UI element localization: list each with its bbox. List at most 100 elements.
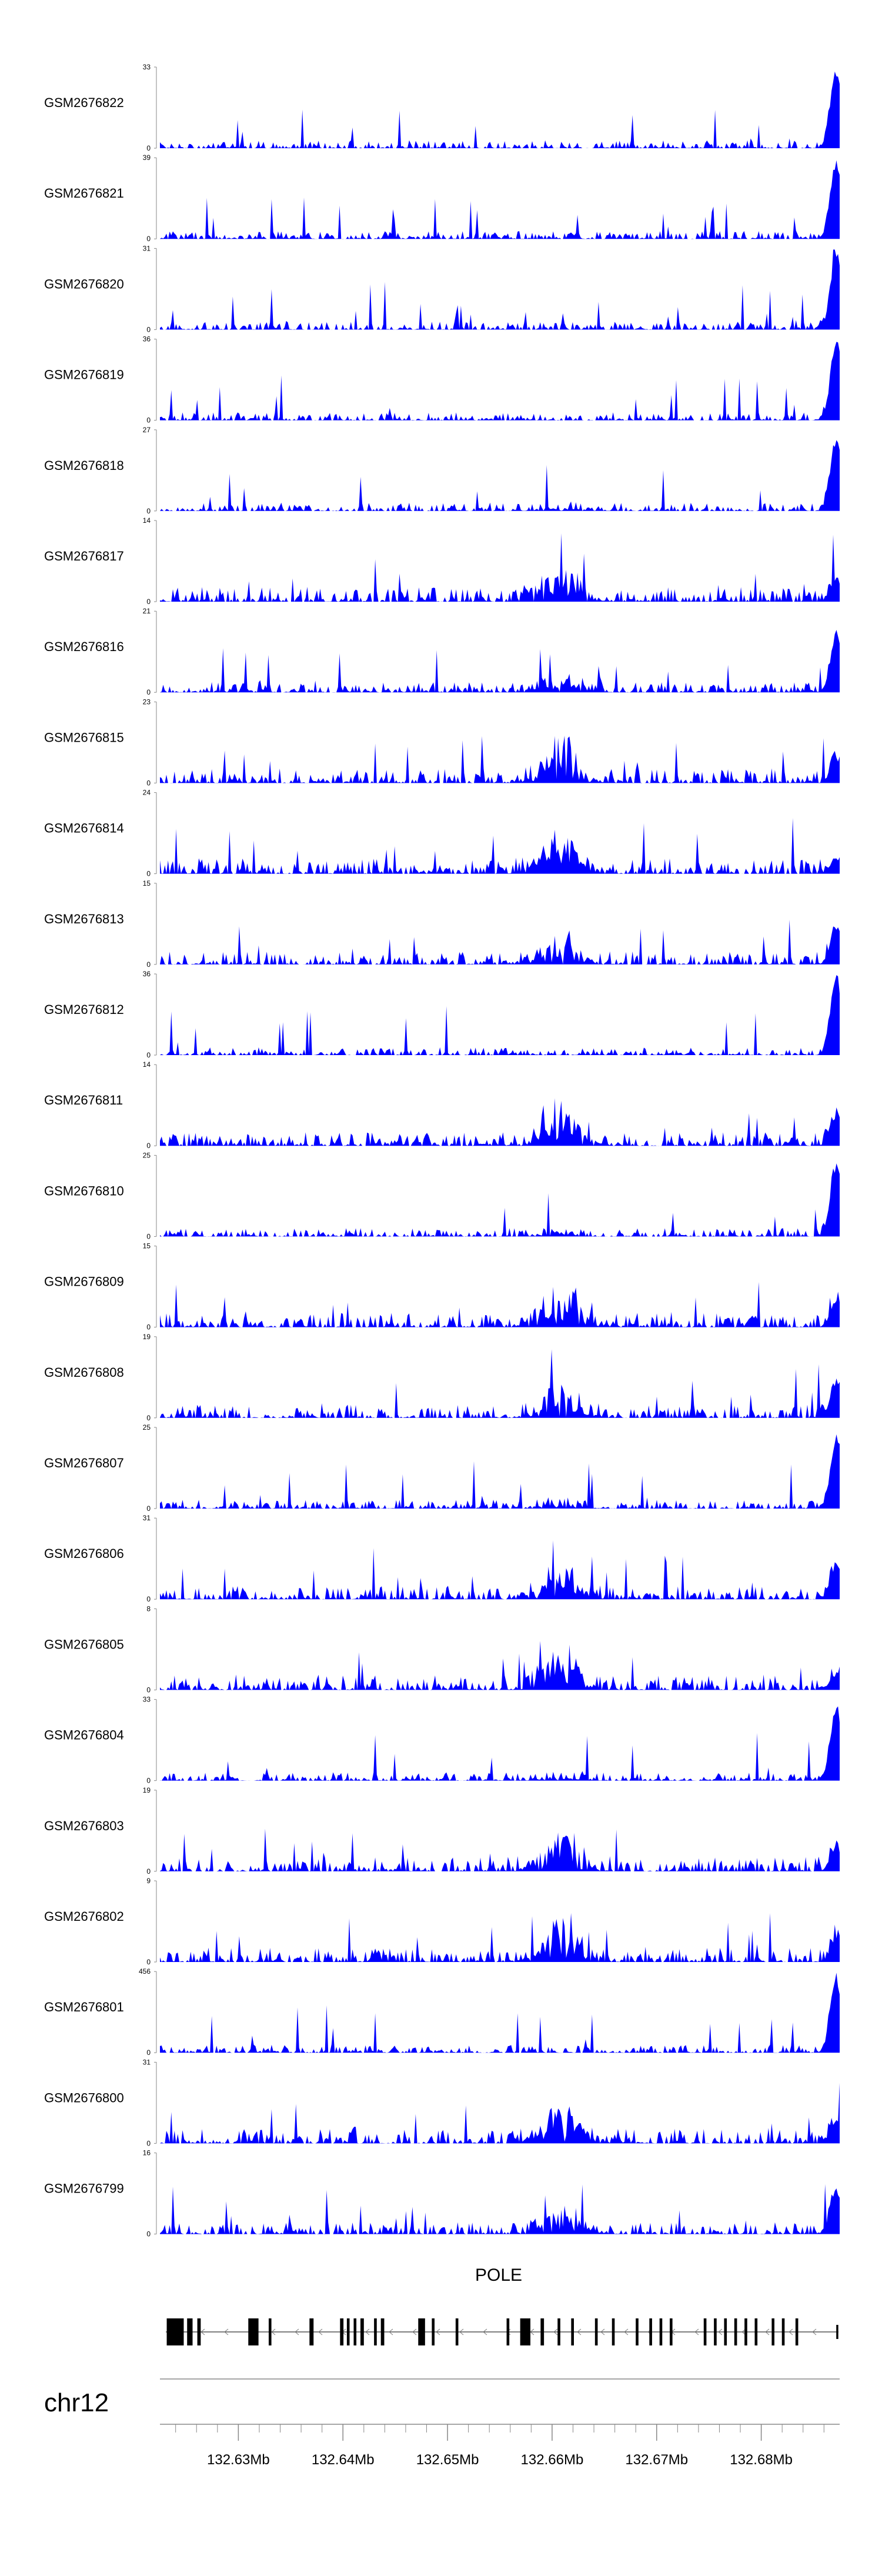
signal-area [160,817,840,874]
signal-area [160,1163,840,1237]
signal-area [160,919,840,965]
signal-area [160,1828,840,1871]
exon [636,2318,639,2345]
track-min-label: 0 [146,325,151,333]
track-GSM2676820: GSM2676820 31 0 [44,244,840,333]
track-min-label: 0 [146,1686,151,1694]
exon [724,2318,727,2345]
genome-axis: chr12 132.63Mb 132.64Mb 132.65Mb 132.66Mb 132… [44,2378,840,2468]
exon [754,2318,758,2345]
track-max-label: 21 [143,607,151,615]
track-label: GSM2676807 [44,1456,124,1470]
signal-area [160,249,840,330]
track-max-label: 15 [143,1242,151,1250]
track-min-label: 0 [146,688,151,696]
signal-area [160,975,840,1055]
axis-tick-label: 132.63Mb [207,2452,270,2468]
track-max-label: 16 [143,2149,151,2157]
track-max-label: 9 [146,1877,151,1885]
track-GSM2676818: GSM2676818 27 0 [44,426,840,515]
track-label: GSM2676809 [44,1274,124,1289]
track-GSM2676813: GSM2676813 15 0 [44,879,840,969]
track-max-label: 36 [143,335,151,343]
strand-arrow [812,2328,817,2335]
track-min-label: 0 [146,1232,151,1240]
track-min-label: 0 [146,779,151,787]
track-max-label: 36 [143,970,151,978]
signal-area [160,440,840,511]
track-label: GSM2676799 [44,2181,124,2196]
strand-arrow [224,2328,229,2335]
track-min-label: 0 [146,507,151,515]
exon [795,2318,799,2345]
track-min-label: 0 [146,1867,151,1876]
exon [540,2318,544,2345]
track-max-label: 31 [143,1514,151,1522]
track-min-label: 0 [146,960,151,969]
exon [432,2318,435,2345]
track-min-label: 0 [146,1142,151,1150]
strand-arrow [459,2328,464,2335]
track-GSM2676806: GSM2676806 31 0 [44,1514,840,1603]
track-max-label: 19 [143,1333,151,1341]
exon [187,2318,193,2345]
track-GSM2676804: GSM2676804 33 0 [44,1696,840,1785]
strand-arrow [741,2328,746,2335]
signal-area [160,2083,840,2144]
signal-area [160,533,840,602]
track-min-label: 0 [146,144,151,152]
axis-tick-label: 132.68Mb [730,2452,793,2468]
exon [557,2318,560,2345]
exon [734,2318,737,2345]
track-GSM2676810: GSM2676810 25 0 [44,1151,840,1240]
track-label: GSM2676813 [44,912,124,926]
signal-area [160,1434,840,1509]
strand-arrow [295,2328,299,2335]
axis-tick-label: 132.65Mb [416,2452,479,2468]
signal-area [160,71,840,148]
track-GSM2676805: GSM2676805 8 0 [44,1604,840,1694]
track-label: GSM2676814 [44,821,124,836]
track-GSM2676811: GSM2676811 14 0 [44,1060,840,1150]
strand-arrow [365,2328,370,2335]
track-min-label: 0 [146,1777,151,1785]
exon [594,2318,598,2345]
track-max-label: 25 [143,1151,151,1159]
strand-arrow [694,2328,699,2335]
track-max-label: 33 [143,63,151,71]
exon [571,2318,574,2345]
exon [520,2318,531,2345]
exon [836,2325,838,2339]
track-GSM2676800: GSM2676800 31 0 [44,2058,840,2147]
exon [781,2318,785,2345]
track-min-label: 0 [146,870,151,878]
track-max-label: 27 [143,426,151,434]
strand-arrow [483,2328,487,2335]
track-min-label: 0 [146,1051,151,1059]
signal-area [160,1282,840,1327]
track-GSM2676822: GSM2676822 33 0 [44,63,840,152]
track-GSM2676799: GSM2676799 16 0 [44,2149,840,2238]
exon [360,2318,364,2345]
chromosome-label: chr12 [44,2388,109,2417]
exon [506,2318,510,2345]
strand-arrow [789,2328,793,2335]
strand-arrow [718,2328,723,2335]
track-min-label: 0 [146,598,151,606]
exon [703,2318,707,2345]
exon [166,2318,184,2345]
exon [659,2318,663,2345]
exon [771,2318,775,2345]
track-GSM2676819: GSM2676819 36 0 [44,335,840,425]
track-min-label: 0 [146,2230,151,2238]
exon [268,2318,272,2345]
signal-area [160,1913,840,1962]
track-label: GSM2676803 [44,1818,124,1833]
track-min-label: 0 [146,1595,151,1603]
signal-area [160,1098,840,1146]
strand-arrow [436,2328,440,2335]
track-max-label: 15 [143,879,151,887]
track-max-label: 456 [139,1967,151,1976]
track-min-label: 0 [146,1323,151,1332]
